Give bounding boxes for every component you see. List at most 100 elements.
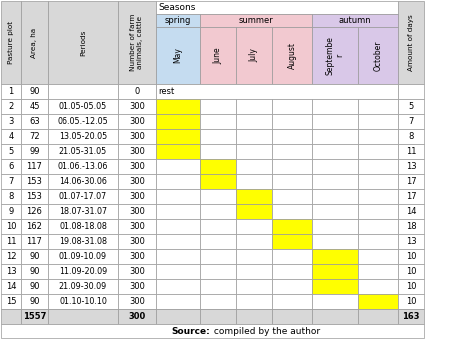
Bar xyxy=(312,279,358,294)
Bar xyxy=(236,279,272,294)
Text: Source:: Source: xyxy=(172,327,210,335)
Text: 300: 300 xyxy=(128,312,146,321)
Text: 13: 13 xyxy=(6,267,16,276)
Bar xyxy=(398,189,424,204)
Text: 300: 300 xyxy=(129,177,145,186)
Bar xyxy=(272,159,312,174)
Bar xyxy=(1,324,424,338)
Text: 90: 90 xyxy=(29,267,40,276)
Bar xyxy=(312,159,358,174)
Text: 90: 90 xyxy=(29,297,40,306)
Bar xyxy=(48,144,118,159)
Bar xyxy=(358,279,398,294)
Bar xyxy=(48,249,118,264)
Bar xyxy=(312,264,358,279)
Bar xyxy=(200,279,236,294)
Bar xyxy=(48,279,118,294)
Bar xyxy=(312,99,358,114)
Text: 0: 0 xyxy=(134,87,140,96)
Text: 153: 153 xyxy=(27,192,43,201)
Text: 11.09-20.09: 11.09-20.09 xyxy=(59,267,107,276)
Bar xyxy=(236,27,272,84)
Bar xyxy=(21,249,48,264)
Text: 300: 300 xyxy=(129,162,145,171)
Text: rest: rest xyxy=(158,87,174,96)
Bar xyxy=(118,204,156,219)
Bar xyxy=(398,159,424,174)
Bar xyxy=(312,234,358,249)
Bar xyxy=(398,84,424,99)
Bar xyxy=(200,174,236,189)
Bar xyxy=(156,279,200,294)
Bar xyxy=(398,279,424,294)
Bar xyxy=(200,219,236,234)
Text: Pasture plot: Pasture plot xyxy=(8,21,14,64)
Text: 18.07-31.07: 18.07-31.07 xyxy=(59,207,107,216)
Bar xyxy=(21,204,48,219)
Bar xyxy=(358,309,398,324)
Bar xyxy=(312,144,358,159)
Bar xyxy=(236,309,272,324)
Bar xyxy=(48,204,118,219)
Bar xyxy=(1,129,21,144)
Text: 45: 45 xyxy=(29,102,40,111)
Bar xyxy=(200,159,236,174)
Bar xyxy=(1,84,21,99)
Bar xyxy=(156,204,200,219)
Bar xyxy=(48,309,118,324)
Text: 13: 13 xyxy=(406,162,416,171)
Text: 163: 163 xyxy=(402,312,420,321)
Bar xyxy=(48,159,118,174)
Bar xyxy=(236,264,272,279)
Bar xyxy=(236,114,272,129)
Bar xyxy=(48,1,118,84)
Bar xyxy=(21,234,48,249)
Bar xyxy=(21,84,48,99)
Bar xyxy=(118,99,156,114)
Text: 2: 2 xyxy=(9,102,14,111)
Bar xyxy=(200,129,236,144)
Bar xyxy=(358,174,398,189)
Bar xyxy=(272,27,312,84)
Bar xyxy=(118,219,156,234)
Text: 01.05-05.05: 01.05-05.05 xyxy=(59,102,107,111)
Text: 12: 12 xyxy=(6,252,16,261)
Bar xyxy=(236,174,272,189)
Bar xyxy=(21,144,48,159)
Text: 21.05-31.05: 21.05-31.05 xyxy=(59,147,107,156)
Bar xyxy=(21,99,48,114)
Bar xyxy=(156,264,200,279)
Bar xyxy=(272,219,312,234)
Bar xyxy=(156,219,200,234)
Bar xyxy=(48,189,118,204)
Bar xyxy=(48,294,118,309)
Bar xyxy=(118,294,156,309)
Bar xyxy=(1,189,21,204)
Bar xyxy=(156,99,200,114)
Bar xyxy=(156,189,200,204)
Bar xyxy=(236,159,272,174)
Bar xyxy=(312,114,358,129)
Bar xyxy=(21,1,48,84)
Bar xyxy=(118,279,156,294)
Text: 5: 5 xyxy=(9,147,14,156)
Bar xyxy=(1,144,21,159)
Bar xyxy=(358,234,398,249)
Text: 90: 90 xyxy=(29,252,40,261)
Bar xyxy=(156,309,200,324)
Bar xyxy=(272,294,312,309)
Bar xyxy=(118,1,156,84)
Bar xyxy=(48,264,118,279)
Bar xyxy=(236,99,272,114)
Bar xyxy=(118,84,156,99)
Bar xyxy=(358,204,398,219)
Text: June: June xyxy=(213,47,222,64)
Text: 10: 10 xyxy=(406,282,416,291)
Bar xyxy=(312,189,358,204)
Text: July: July xyxy=(249,49,258,62)
Bar xyxy=(200,99,236,114)
Bar xyxy=(156,129,200,144)
Text: 300: 300 xyxy=(129,297,145,306)
Bar xyxy=(272,189,312,204)
Bar xyxy=(236,294,272,309)
